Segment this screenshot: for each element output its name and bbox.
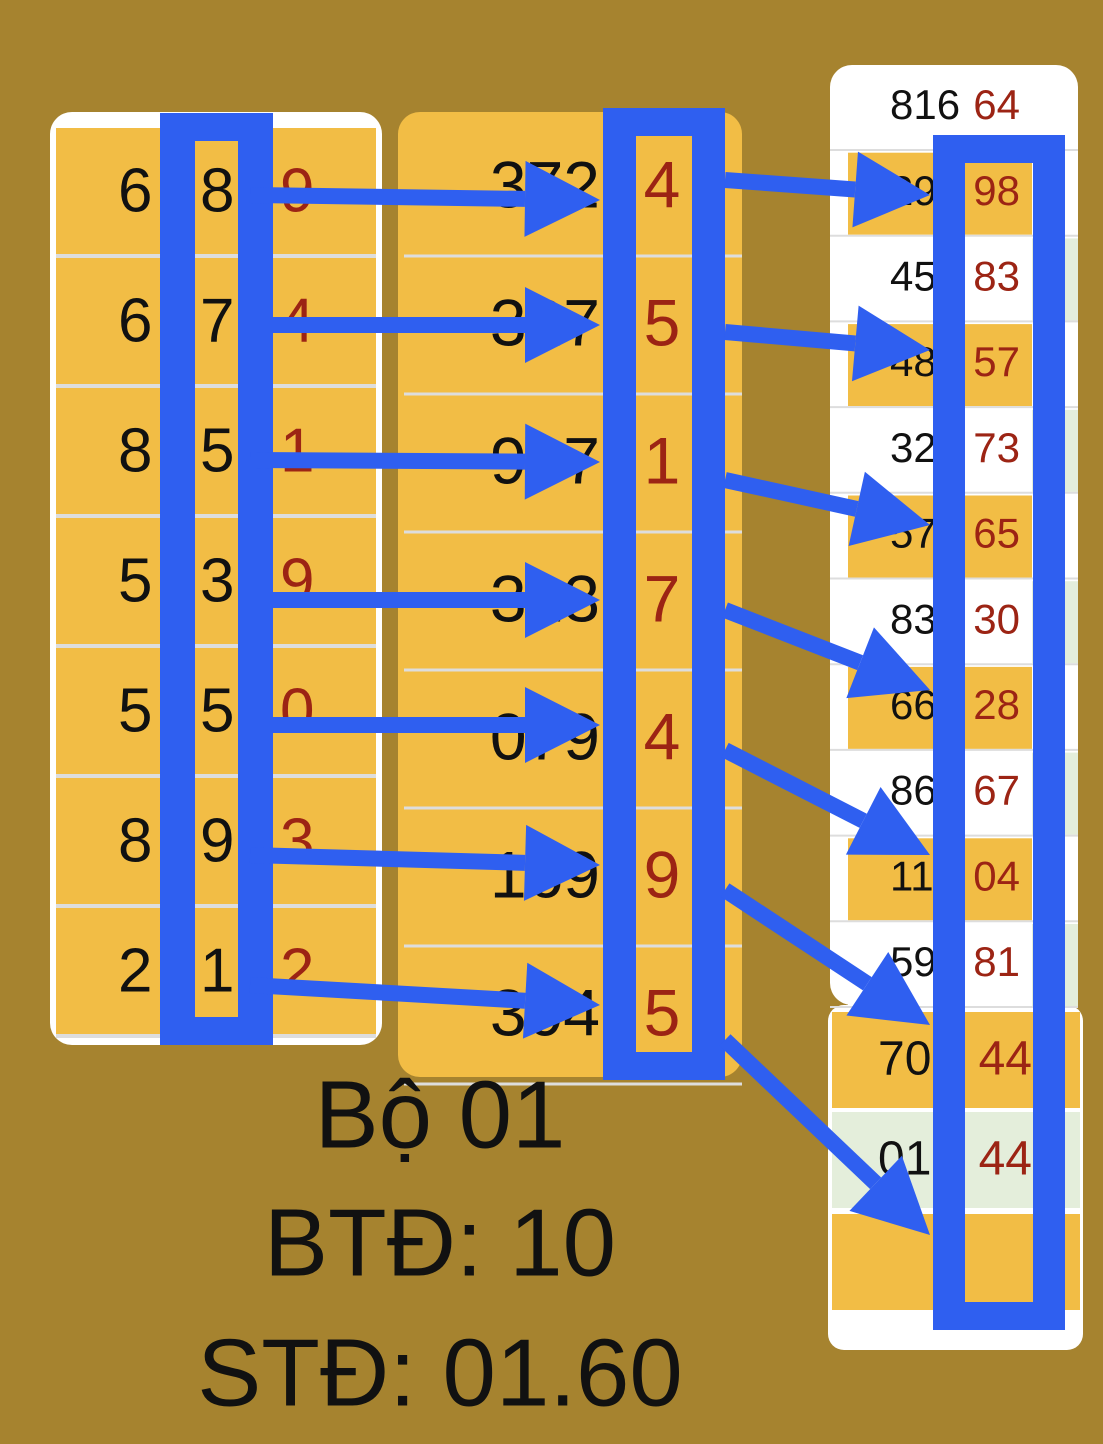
cell-tail: 73 [973,424,1020,471]
cell-mid: 8 [200,156,234,225]
cell-mid: 5 [200,416,234,485]
cell-tail: 57 [973,338,1020,385]
arrow-head [523,824,600,901]
cell-mid: 1 [200,936,234,1005]
cell-tail: 30 [973,595,1020,642]
cell-mid: 5 [200,676,234,745]
arrow-shaft [724,324,856,352]
arrow-head [846,952,930,1025]
cell-lead: 86 [890,767,937,814]
arrow-shaft [249,847,526,871]
cell-lead: 6 [118,286,152,355]
cell-tail: 64 [973,81,1020,128]
highlight-bar [933,135,1065,1330]
cell-tail: 1 [280,416,314,485]
arrows [249,151,930,1235]
arrow-shaft [249,187,526,207]
cell-lead: 8 [118,416,152,485]
arrow-head [525,287,600,363]
arrow-head [846,627,930,699]
cell-tail: 44 [979,1133,1032,1186]
arrow-shaft [249,452,526,470]
cell-tail: 1 [644,423,681,497]
cell-mid: 9 [200,806,234,875]
cell-tail: 83 [973,252,1020,299]
arrow-head [848,471,930,547]
cell-lead: 2 [118,936,152,1005]
cell [56,518,376,644]
cell-tail: 65 [973,510,1020,557]
cell-tail: 4 [644,147,681,221]
cell-lead: 8 [118,806,152,875]
cell-tail: 98 [973,167,1020,214]
cell-tail: 5 [644,285,681,359]
arrow-head [525,687,600,763]
cell-tail: 81 [973,938,1020,985]
arrow-shaft [724,172,856,198]
arrow-head [851,305,930,382]
cell-lead: 5 [118,546,152,615]
cell-lead: 45 [890,252,937,299]
cell-lead: 5 [118,676,152,745]
caption-btd: BTĐ: 10 [264,1189,616,1296]
cell-tail: 28 [973,681,1020,728]
arrow-head [522,962,600,1039]
cell-tail: 0 [280,676,314,745]
cell-lead: 32 [890,424,937,471]
cell-tail: 5 [644,975,681,1049]
highlight-bars [160,108,1065,1330]
cell-tail: 67 [973,767,1020,814]
arrow-shaft [249,977,526,1009]
cell-tail: 44 [979,1033,1032,1086]
cell [56,778,376,904]
caption-set: Bộ 01 [315,1061,566,1168]
arrow-shaft [723,472,859,517]
cell-tail: 4 [644,699,681,773]
arrow-head [524,423,600,500]
arrow-shaft [720,883,872,991]
caption-std: STĐ: 01.60 [197,1319,683,1426]
cell [56,388,376,514]
cell-tail: 3 [280,806,314,875]
arrow-head [845,786,930,855]
cell-lead: 816 [890,81,960,128]
cell-lead: 6 [118,156,152,225]
arrow-head [852,151,930,228]
arrow-shaft [719,1034,882,1190]
cell-mid: 3 [200,546,234,615]
arrow-head [525,562,600,638]
cell-tail: 9 [644,837,681,911]
cell [56,648,376,774]
cell-tail: 7 [644,561,681,635]
arrow-shaft [721,742,867,828]
cell-lead: 83 [890,595,937,642]
arrow-head [849,1155,930,1235]
cell-lead: 70 [878,1033,931,1086]
arrow-shaft [722,602,864,671]
cell [56,908,376,1034]
highlight-bar [603,108,725,1080]
cell-mid: 7 [200,286,234,355]
highlight-bar [160,113,273,1045]
cell-lead: 11 [890,852,934,899]
cell-tail: 04 [973,852,1020,899]
arrow-head [524,160,600,237]
